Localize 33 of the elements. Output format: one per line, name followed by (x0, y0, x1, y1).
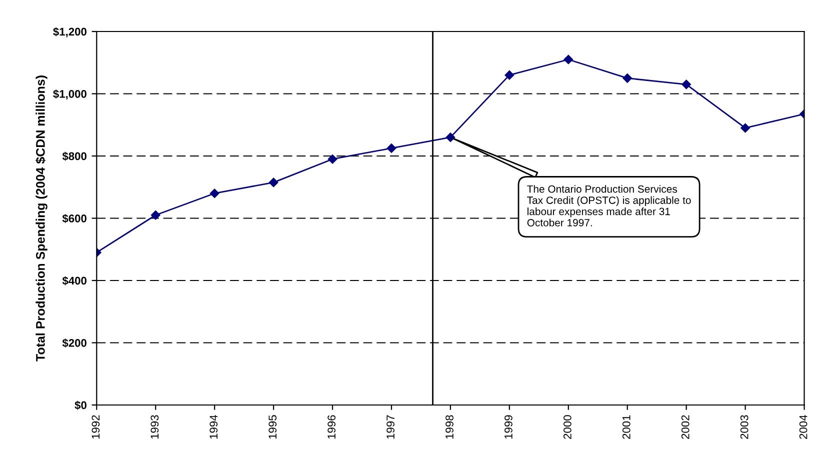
x-tick-label: 1999 (504, 415, 512, 439)
x-tick-label: 1994 (210, 415, 218, 439)
y-tick-label: $1,200 (53, 27, 86, 38)
y-tick-label: $200 (62, 338, 86, 348)
y-tick-label: $0 (74, 400, 86, 410)
y-tick-label: $800 (62, 152, 86, 161)
point (682, 80, 691, 90)
x-tick-label: 2001 (622, 415, 630, 439)
x-tick-label: 1996 (328, 415, 336, 439)
point (564, 54, 574, 64)
y-tick-label: $400 (62, 276, 86, 286)
point (386, 144, 396, 153)
point (210, 188, 220, 198)
y-tick-label: $600 (62, 214, 86, 224)
point (622, 74, 632, 83)
x-tick-label: 2003 (740, 415, 748, 439)
annotation: The Ontario Production Services Tax Credit (OPSTC) is applicable to labour expenses made after 31 October 1997. (527, 185, 691, 226)
x-tick-label: 2000 (564, 415, 572, 439)
point (504, 70, 514, 80)
x-tick-label: 1998 (446, 415, 454, 439)
x-tick-label: 2002 (681, 415, 690, 439)
x-tick-label: 2004 (799, 415, 808, 439)
point (740, 123, 750, 133)
point (446, 132, 456, 142)
y-axis-title: Total Production Spending (2004 $CDN millions) (35, 76, 48, 362)
y-tick-label: $1,000 (53, 90, 86, 100)
point (268, 178, 278, 188)
x-tick-label: 1992 (92, 415, 100, 439)
x-tick-label: 1995 (268, 415, 277, 439)
x-tick-label: 1993 (150, 415, 159, 439)
point (328, 154, 338, 164)
x-tick-label: 1997 (386, 415, 394, 439)
point (150, 210, 160, 220)
